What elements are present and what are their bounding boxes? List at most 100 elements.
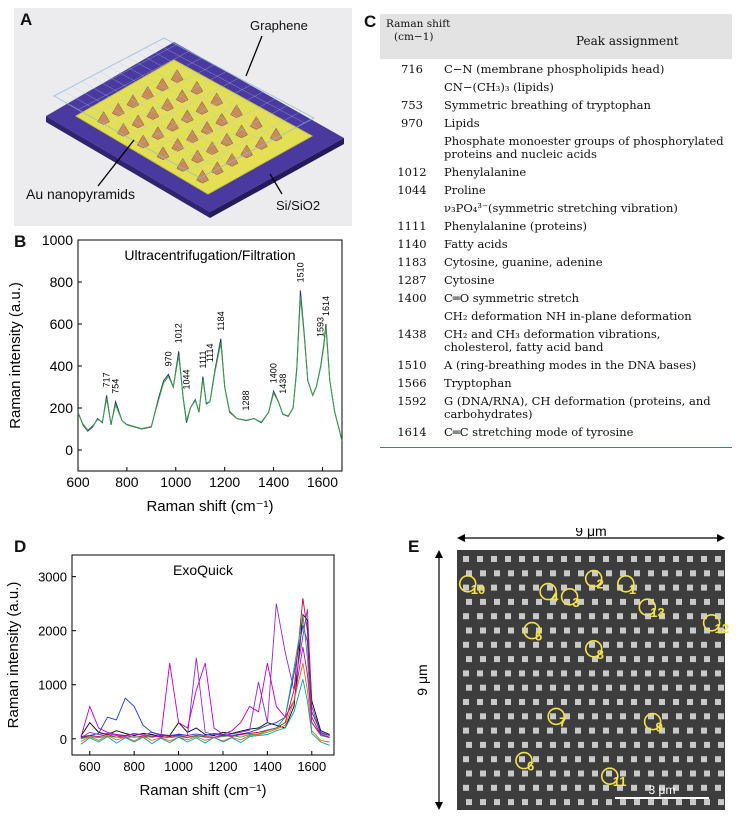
schematic-panel: Graphene Au nanopyramids Si/SiO2: [14, 8, 352, 226]
nanopyramid-dot: [480, 656, 486, 663]
series-line-s6: [80, 646, 330, 738]
nanopyramid-dot: [620, 799, 626, 806]
nanopyramid-dot: [715, 727, 721, 734]
marker-number: 3: [573, 595, 580, 610]
panel-label-b: B: [14, 232, 27, 251]
nanopyramid-dot: [662, 570, 668, 577]
nanopyramid-dot: [589, 727, 595, 734]
nanopyramid-dot: [659, 556, 665, 562]
peak-label: 1593: [316, 317, 326, 337]
nanopyramid-dot: [522, 570, 528, 577]
nanopyramid-dot: [701, 584, 707, 591]
table-row: ν₃PO₄³⁻(symmetric stretching vibration): [380, 202, 732, 215]
nanopyramid-dot: [676, 598, 682, 605]
nanopyramid-dot: [463, 641, 469, 648]
substrate-label: Si/SiO2: [276, 198, 321, 213]
nanopyramid-dot: [575, 584, 581, 591]
row-assignment: Lipids: [444, 116, 480, 130]
width-label: 9 μm: [575, 528, 606, 539]
marker-circle: [600, 767, 619, 785]
marker-circle: [560, 588, 579, 606]
nanopyramid-dot: [550, 598, 556, 605]
nanopyramid: [190, 80, 204, 95]
nanopyramid-dot: [561, 670, 567, 677]
nanopyramid-dot: [550, 770, 556, 777]
nanopyramid-dot: [673, 784, 679, 791]
graphene-line: [187, 111, 302, 172]
nanopyramid-dot: [645, 613, 651, 620]
nanopyramid-dot: [659, 784, 665, 791]
nanopyramid-dot: [645, 784, 651, 791]
nanopyramid-dot: [564, 799, 570, 806]
nanopyramid-dot: [536, 713, 542, 720]
nanopyramid-dot: [634, 598, 640, 605]
y-tick-label: 1000: [38, 678, 67, 693]
substrate-front-edge: [46, 116, 210, 218]
row-assignment: C═C stretching mode of tyrosine: [444, 425, 634, 439]
marker-number: 10: [471, 582, 485, 597]
peak-label: 1510: [295, 262, 305, 282]
nanopyramid-dot: [564, 684, 570, 691]
series-line-s2: [80, 603, 330, 739]
nanopyramid: [180, 109, 194, 124]
nanopyramid-dot: [704, 770, 710, 777]
nanopyramid-dot: [561, 699, 567, 705]
table-row: 1111 Phenylalanine (proteins): [380, 220, 732, 233]
nanopyramid-dot: [673, 727, 679, 734]
nanopyramid-dot: [491, 556, 497, 562]
nanopyramid-dot: [645, 756, 651, 763]
x-tick-label: 1400: [258, 474, 289, 490]
marker-number: 12: [715, 621, 729, 636]
x-tick-label: 1000: [160, 474, 191, 490]
nanopyramid-dot: [508, 770, 514, 777]
nanopyramid-dot: [648, 799, 654, 806]
marker-number: 7: [559, 714, 566, 729]
nanopyramid-dot: [603, 784, 609, 791]
nanopyramid-dot: [620, 684, 626, 691]
nanopyramid-dot: [687, 641, 693, 648]
header-raman-shift: Raman shift: [386, 18, 451, 30]
nanopyramid: [175, 89, 189, 104]
nanopyramid-dot: [687, 727, 693, 734]
panel-label-e: E: [408, 537, 420, 556]
nanopyramid-dot: [564, 627, 570, 634]
row-assignment: Phosphate monoester groups of phosphoryl…: [444, 134, 724, 161]
nanopyramid-dot: [550, 570, 556, 577]
nanopyramid-dot: [536, 684, 542, 691]
nanopyramid-dot: [645, 699, 651, 705]
row-assignment: A (ring-breathing modes in the DNA bases…: [444, 358, 697, 372]
plot-frame: [77, 239, 343, 472]
nanopyramid-dot: [620, 598, 626, 605]
row-shift: [380, 202, 444, 215]
nanopyramid-dot: [547, 727, 553, 734]
nanopyramid-dot: [550, 713, 556, 720]
nanopyramid-dot: [620, 741, 626, 748]
nanopyramid: [156, 146, 170, 161]
nanopyramid-dot: [673, 699, 679, 705]
nanopyramid-dot: [564, 598, 570, 605]
row-assignment: C−N (membrane phospholipids head): [444, 62, 665, 76]
nanopyramid-dot: [519, 641, 525, 648]
y-axis-label: Raman intensity (a.u.): [7, 282, 24, 429]
nanopyramid-dot: [494, 570, 500, 577]
x-tick-label: 800: [123, 759, 145, 774]
row-shift: 716: [401, 62, 423, 76]
height-arrowhead-top: [435, 550, 443, 558]
table-row: 1400 C═O symmetric stretch: [380, 292, 732, 305]
nanopyramid-dot: [466, 656, 472, 663]
nanopyramid-dot: [508, 627, 514, 634]
nanopyramid-dot: [592, 684, 598, 691]
nanopyramid-dot: [564, 741, 570, 748]
table-row: 1592 G (DNA/RNA), CH deformation (protein…: [380, 395, 732, 421]
nanopyramid-dot: [634, 656, 640, 663]
nanopyramid-dot: [561, 584, 567, 591]
row-shift: [380, 310, 444, 323]
nanopyramid-dot: [575, 784, 581, 791]
nanopyramid-dot: [536, 799, 542, 806]
marker-number: 8: [597, 647, 604, 662]
nanopyramid-dot: [463, 727, 469, 734]
nanopyramid-dot: [491, 641, 497, 648]
nanopyramid-dot: [634, 741, 640, 748]
nanopyramid-dot: [494, 770, 500, 777]
au-pointer: [97, 139, 135, 187]
